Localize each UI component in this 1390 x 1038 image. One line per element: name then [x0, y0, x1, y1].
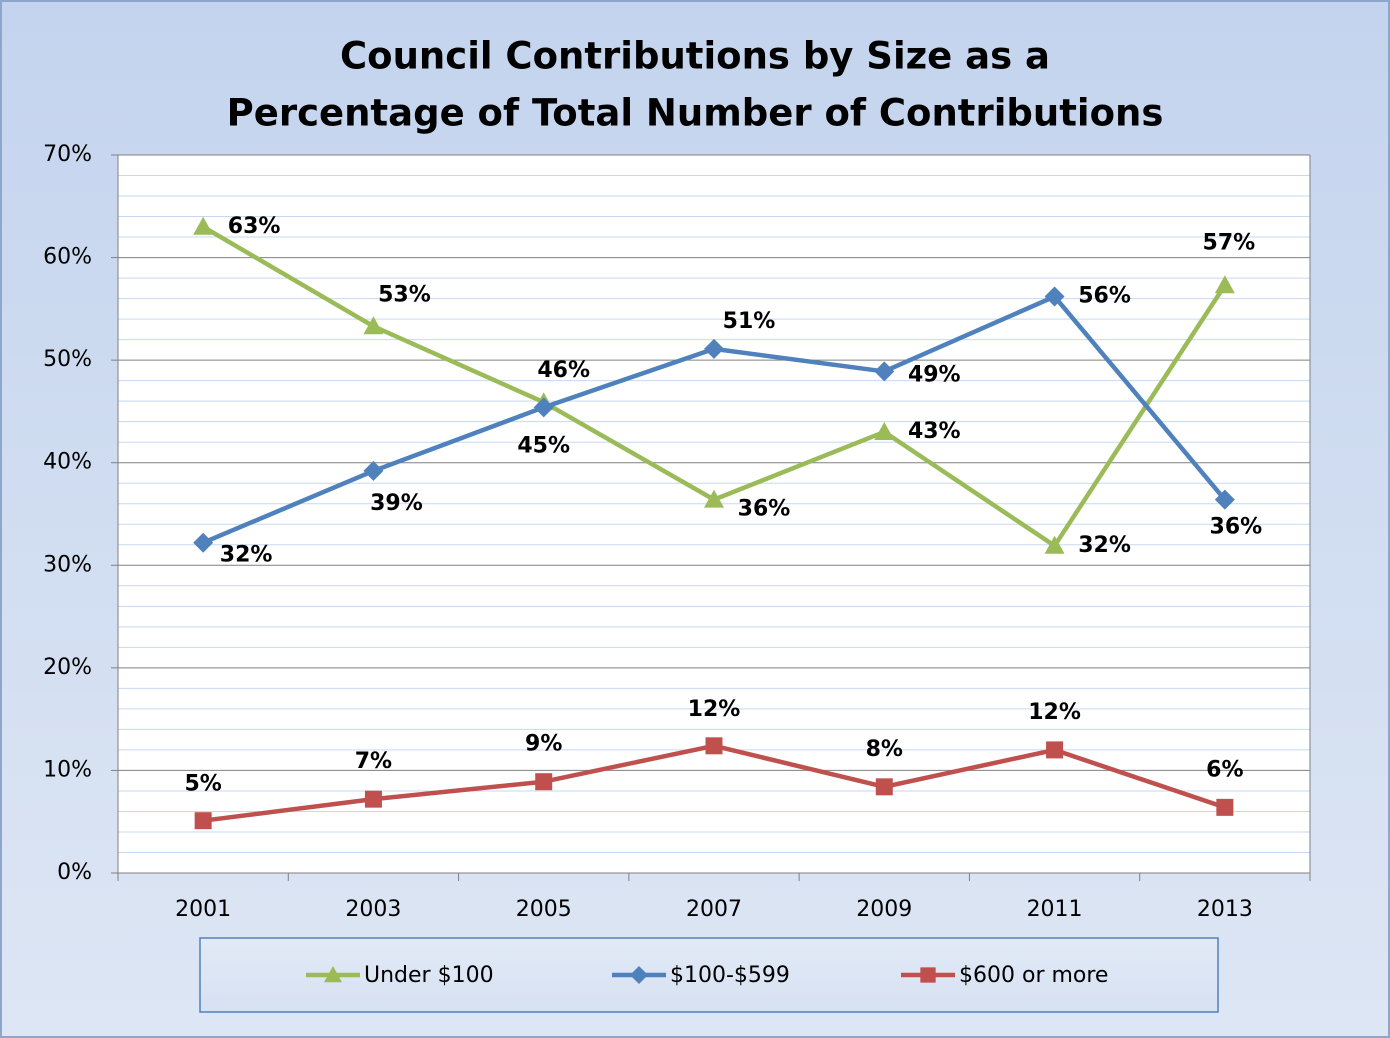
value-label: 12%: [688, 697, 741, 722]
x-tick-label: 2003: [345, 897, 401, 922]
marker: [193, 216, 214, 235]
y-tick-label: 30%: [43, 552, 92, 577]
y-tick-label: 40%: [43, 450, 92, 475]
x-tick-label: 2007: [686, 897, 742, 922]
x-tick-label: 2009: [856, 897, 912, 922]
chart-title: Percentage of Total Number of Contributi…: [227, 92, 1164, 135]
marker: [193, 532, 214, 553]
y-tick-label: 70%: [43, 142, 92, 167]
legend-marker: [630, 966, 648, 984]
x-tick-label: 2011: [1027, 897, 1083, 922]
value-label: 56%: [1078, 284, 1131, 309]
legend-marker: [324, 966, 342, 983]
value-label: 57%: [1203, 230, 1256, 255]
y-tick-label: 10%: [43, 757, 92, 782]
y-tick-label: 0%: [57, 860, 92, 885]
value-label: 8%: [866, 737, 903, 762]
y-tick-label: 60%: [43, 245, 92, 270]
marker: [704, 489, 724, 508]
value-label: 6%: [1206, 757, 1243, 782]
legend-label: Under $100: [364, 963, 494, 988]
value-label: 36%: [1210, 515, 1263, 540]
marker: [1214, 489, 1235, 510]
y-tick-label: 50%: [43, 347, 92, 372]
value-label: 45%: [517, 433, 570, 458]
marker: [1216, 798, 1234, 816]
value-label: 43%: [908, 419, 961, 444]
value-label: 7%: [355, 749, 392, 774]
marker: [875, 778, 893, 796]
chart-title: Council Contributions by Size as a: [340, 35, 1050, 78]
x-tick-label: 2013: [1197, 897, 1253, 922]
marker: [194, 812, 212, 830]
marker: [1044, 286, 1065, 307]
plot-area: [118, 155, 1310, 873]
value-label: 36%: [738, 497, 791, 522]
value-label: 9%: [525, 732, 562, 757]
x-tick-label: 2001: [175, 897, 231, 922]
marker: [1214, 275, 1235, 294]
marker: [363, 316, 384, 335]
marker: [533, 397, 554, 418]
value-label: 51%: [723, 309, 776, 334]
value-label: 5%: [184, 772, 221, 797]
legend-label: $600 or more: [959, 963, 1108, 988]
value-label: 32%: [1078, 533, 1131, 558]
value-label: 39%: [370, 491, 423, 516]
marker: [705, 737, 723, 755]
legend-marker: [920, 967, 936, 983]
marker: [874, 361, 895, 382]
x-tick-label: 2005: [516, 897, 572, 922]
marker: [364, 790, 382, 808]
y-tick-label: 20%: [43, 655, 92, 680]
value-label: 32%: [220, 543, 273, 568]
marker: [874, 421, 895, 440]
legend-label: $100-$599: [670, 963, 790, 988]
legend-box: [199, 937, 1219, 1013]
value-label: 49%: [908, 362, 961, 387]
value-label: 63%: [228, 214, 281, 239]
value-label: 46%: [537, 358, 590, 383]
marker: [1046, 741, 1064, 759]
value-label: 12%: [1028, 700, 1081, 725]
marker: [363, 460, 384, 481]
marker: [535, 773, 553, 791]
value-label: 53%: [378, 282, 431, 307]
marker: [704, 338, 724, 359]
marker: [1044, 535, 1065, 554]
